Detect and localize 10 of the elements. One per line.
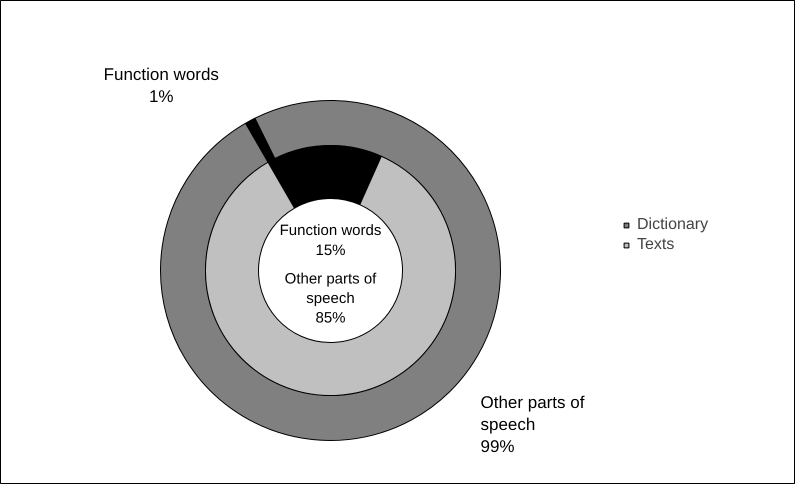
legend-label: Dictionary — [637, 216, 708, 234]
data-label: 15% — [315, 242, 346, 259]
slice-label: Other parts of speech — [284, 270, 378, 307]
slice-label: Function words — [104, 65, 219, 84]
category-label: Function words — [280, 222, 382, 240]
slice-label: Other parts of speech — [480, 393, 585, 434]
data-label: 1% — [148, 86, 174, 106]
data-label: 85% — [315, 310, 346, 327]
legend-label: Texts — [637, 236, 674, 254]
data-label: 99% — [480, 436, 515, 456]
